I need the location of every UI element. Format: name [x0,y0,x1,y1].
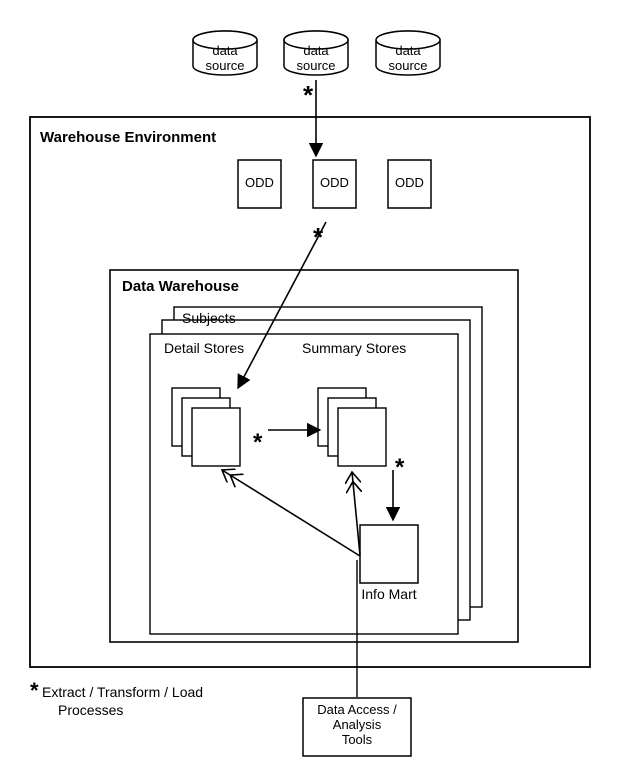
data-source-label: data source [193,43,257,73]
detail-stores-title: Detail Stores [164,340,244,356]
detail-store [192,408,240,466]
asterisk: * [395,454,404,482]
asterisk: * [253,429,262,457]
legend-line2: Processes [58,702,123,718]
warehouse-environment-title: Warehouse Environment [40,129,216,146]
asterisk: * [313,222,323,253]
summary-store [338,408,386,466]
data-warehouse-title: Data Warehouse [122,278,239,295]
info-mart-title: Info Mart [358,586,420,602]
data-source-label: data source [284,43,348,73]
odd-label: ODD [388,175,431,190]
summary-stores-title: Summary Stores [302,340,406,356]
data-source-label: data source [376,43,440,73]
legend-line1: Extract / Transform / Load [42,684,203,700]
subjects-title: Subjects [182,310,236,326]
info-mart-box [360,525,418,583]
asterisk: * [30,678,39,704]
asterisk: * [303,80,313,111]
tools-label: Data Access / Analysis Tools [303,702,411,747]
odd-label: ODD [313,175,356,190]
odd-label: ODD [238,175,281,190]
